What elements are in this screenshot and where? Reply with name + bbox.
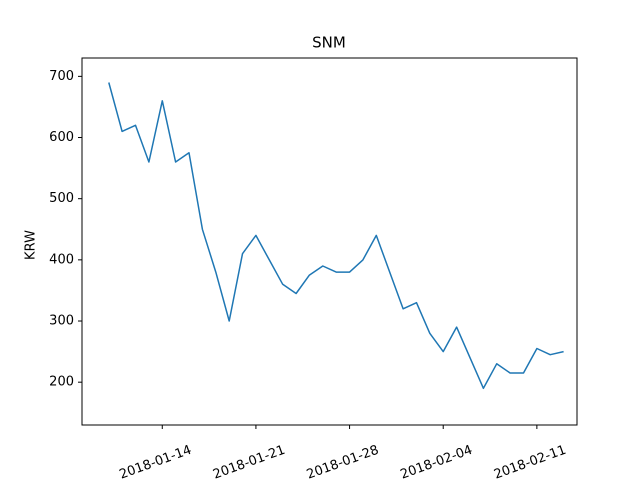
y-tick-label: 500 <box>49 191 74 206</box>
x-tick-label: 2018-01-28 <box>305 443 381 480</box>
plot-frame <box>81 57 578 426</box>
x-tick-label: 2018-01-14 <box>118 443 194 480</box>
x-tick-label: 2018-02-04 <box>398 443 474 480</box>
y-tick-label: 200 <box>49 375 74 390</box>
x-tick-label: 2018-01-21 <box>211 443 287 480</box>
y-tick-label: 400 <box>49 252 74 267</box>
y-tick-label: 300 <box>49 314 74 329</box>
y-axis-label: KRW <box>24 230 39 260</box>
chart-title: SNM <box>312 34 346 52</box>
x-tick-label: 2018-02-11 <box>492 443 568 480</box>
y-tick-label: 700 <box>49 69 74 84</box>
data-line <box>108 82 564 390</box>
y-tick-label: 600 <box>49 130 74 145</box>
